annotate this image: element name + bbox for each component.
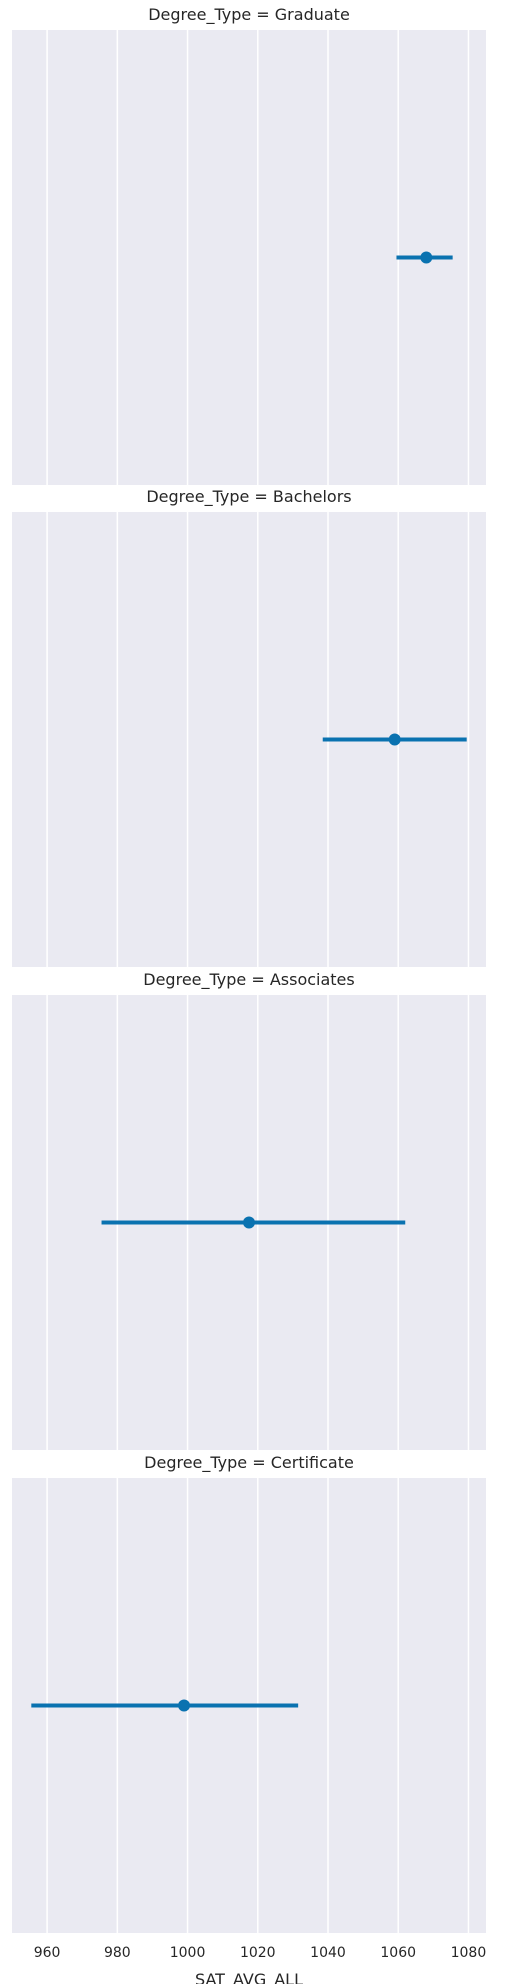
data-point [388,733,401,746]
facet-title: Degree_Type = Associates [143,970,354,990]
facet-title: Degree_Type = Bachelors [146,487,351,507]
facet-title: Degree_Type = Certificate [144,1453,354,1473]
facet-title: Degree_Type = Graduate [148,5,350,25]
x-tick-label: 1000 [170,1945,206,1961]
data-point [178,1699,191,1712]
data-point [243,1216,255,1229]
x-tick-label: 1020 [240,1945,276,1961]
data-point [420,251,433,264]
x-tick-label: 980 [104,1945,131,1961]
x-tick-label: 1040 [310,1945,346,1961]
x-tick-label: 960 [34,1945,61,1961]
x-axis-label: SAT_AVG_ALL [195,1970,303,1984]
x-tick-label: 1080 [451,1945,487,1961]
x-tick-label: 1060 [380,1945,416,1961]
